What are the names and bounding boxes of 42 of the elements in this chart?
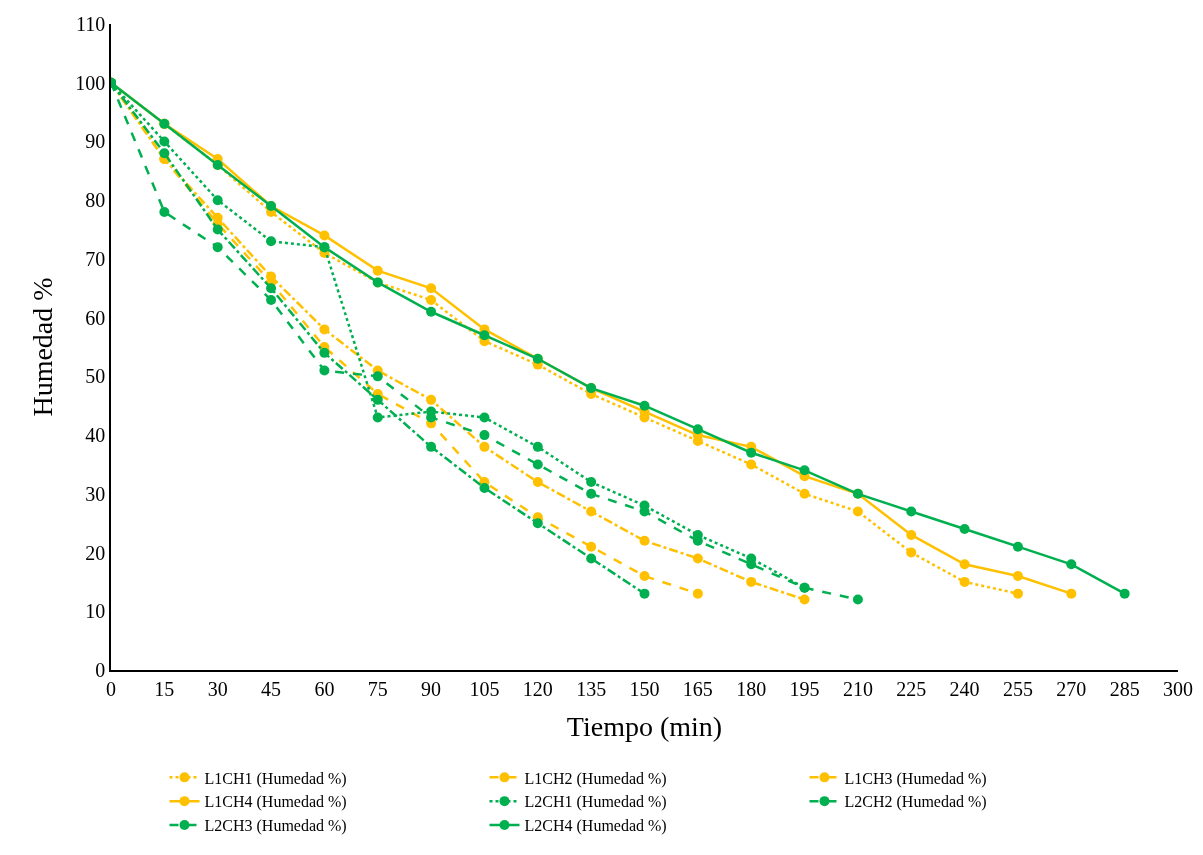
x-tick-label: 225 <box>896 677 927 700</box>
legend-label: L2CH1 (Humedad %) <box>524 793 667 812</box>
y-tick-label: 20 <box>85 541 106 564</box>
x-tick-label: 90 <box>421 677 442 700</box>
y-tick-label: 10 <box>85 600 106 623</box>
legend-label: L2CH3 (Humedad %) <box>204 817 347 836</box>
y-tick-label: 60 <box>85 306 106 329</box>
x-tick-label: 15 <box>154 677 175 700</box>
y-tick-label: 40 <box>85 424 106 447</box>
y-axis-title: Humedad % <box>27 277 59 417</box>
y-tick-label: 90 <box>85 130 106 153</box>
y-tick-label: 30 <box>85 482 106 505</box>
y-tick-label: 80 <box>85 189 106 212</box>
x-tick-label: 255 <box>1002 677 1033 700</box>
y-tick-label: 110 <box>75 13 106 35</box>
x-tick-label: 240 <box>949 677 980 700</box>
x-tick-label: 120 <box>522 677 553 700</box>
x-tick-label: 165 <box>682 677 713 700</box>
x-tick-label: 30 <box>207 677 228 700</box>
y-tick-label: 0 <box>95 659 106 681</box>
x-tick-label: 270 <box>1056 677 1087 700</box>
x-tick-label: 180 <box>736 677 767 700</box>
x-tick-label: 285 <box>1109 677 1140 700</box>
x-tick-label: 105 <box>469 677 500 700</box>
x-axis-title: Tiempo (min) <box>566 711 723 743</box>
y-tick-label: 70 <box>85 247 106 270</box>
x-tick-label: 210 <box>842 677 873 700</box>
y-tick-label: 50 <box>85 365 106 388</box>
x-tick-label: 135 <box>576 677 607 700</box>
x-tick-label: 195 <box>789 677 820 700</box>
x-tick-label: 75 <box>367 677 388 700</box>
legend-label: L1CH2 (Humedad %) <box>524 769 667 788</box>
legend-label: L2CH2 (Humedad %) <box>844 793 987 812</box>
x-tick-label: 45 <box>261 677 282 700</box>
legend-label: L1CH4 (Humedad %) <box>204 793 347 812</box>
legend-label: L1CH3 (Humedad %) <box>844 769 987 788</box>
x-tick-label: 300 <box>1163 677 1193 700</box>
legend-label: L2CH4 (Humedad %) <box>524 817 667 836</box>
x-tick-label: 150 <box>629 677 660 700</box>
y-tick-label: 100 <box>75 71 106 94</box>
legend-label: L1CH1 (Humedad %) <box>204 769 347 788</box>
x-tick-label: 60 <box>314 677 335 700</box>
